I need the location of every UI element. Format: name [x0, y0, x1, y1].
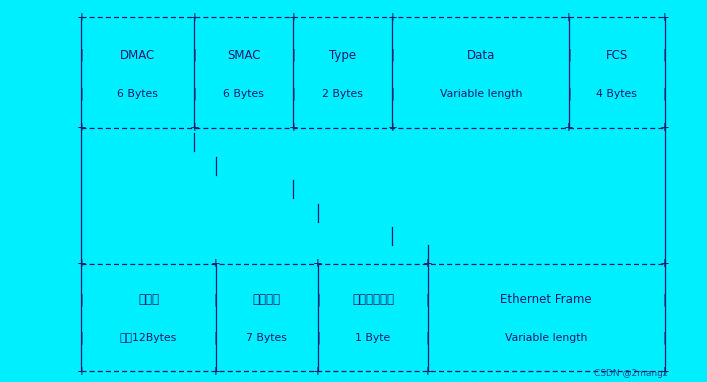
Text: +: + — [660, 257, 670, 270]
Text: +: + — [76, 11, 86, 24]
Text: |: | — [316, 332, 320, 345]
Text: 2 Bytes: 2 Bytes — [322, 89, 363, 99]
Text: +: + — [189, 11, 199, 24]
Text: |: | — [291, 49, 296, 62]
Text: |: | — [390, 87, 395, 100]
Text: +: + — [660, 365, 670, 378]
Text: Variable length: Variable length — [505, 333, 588, 343]
Text: FCS: FCS — [606, 49, 628, 62]
Text: |: | — [214, 293, 218, 306]
Text: +: + — [564, 121, 574, 134]
Text: |: | — [192, 49, 197, 62]
Text: |: | — [79, 332, 83, 345]
Text: +: + — [76, 257, 86, 270]
Text: |: | — [662, 293, 667, 306]
Text: |: | — [662, 49, 667, 62]
Text: Variable length: Variable length — [440, 89, 522, 99]
Text: +: + — [211, 365, 221, 378]
Text: |: | — [79, 49, 83, 62]
Text: SMAC: SMAC — [227, 49, 261, 62]
Text: +: + — [288, 11, 298, 24]
Text: +: + — [423, 257, 433, 270]
Text: 6 Bytes: 6 Bytes — [223, 89, 264, 99]
Text: |: | — [662, 87, 667, 100]
Text: |: | — [426, 332, 430, 345]
Text: |: | — [662, 332, 667, 345]
Text: DMAC: DMAC — [120, 49, 156, 62]
Text: |: | — [567, 49, 571, 62]
Text: +: + — [387, 121, 397, 134]
Text: |: | — [567, 87, 571, 100]
Text: +: + — [313, 365, 323, 378]
Text: 7 Bytes: 7 Bytes — [247, 333, 287, 343]
Text: 帧间隙: 帧间隙 — [138, 293, 159, 306]
Text: 4 Bytes: 4 Bytes — [597, 89, 637, 99]
Text: |: | — [316, 293, 320, 306]
Text: |: | — [79, 87, 83, 100]
Text: +: + — [189, 121, 199, 134]
Text: +: + — [423, 365, 433, 378]
Text: |: | — [291, 87, 296, 100]
Text: |: | — [79, 293, 83, 306]
Text: +: + — [387, 11, 397, 24]
Text: +: + — [211, 257, 221, 270]
Text: |: | — [214, 332, 218, 345]
Text: 1 Byte: 1 Byte — [356, 333, 390, 343]
Text: CSDN @2mangz: CSDN @2mangz — [594, 369, 667, 378]
Text: Ethernet Frame: Ethernet Frame — [501, 293, 592, 306]
Text: +: + — [76, 365, 86, 378]
Text: +: + — [76, 121, 86, 134]
Text: +: + — [660, 121, 670, 134]
Text: |: | — [192, 87, 197, 100]
Text: +: + — [564, 11, 574, 24]
Text: 至少12Bytes: 至少12Bytes — [120, 333, 177, 343]
Text: +: + — [313, 257, 323, 270]
Text: 前同步码: 前同步码 — [253, 293, 281, 306]
Text: |: | — [426, 293, 430, 306]
Text: |: | — [390, 49, 395, 62]
Text: 6 Bytes: 6 Bytes — [117, 89, 158, 99]
Text: +: + — [288, 121, 298, 134]
Text: Data: Data — [467, 49, 495, 62]
Text: +: + — [660, 11, 670, 24]
Text: Type: Type — [329, 49, 356, 62]
Text: 帧开始定界符: 帧开始定界符 — [352, 293, 394, 306]
